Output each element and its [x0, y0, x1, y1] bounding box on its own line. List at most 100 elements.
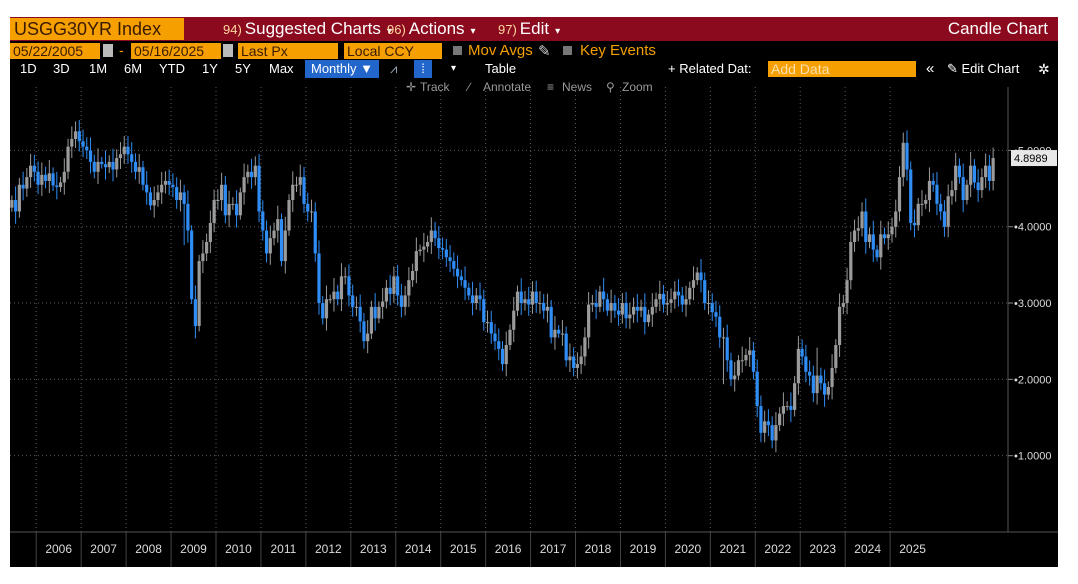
range-1m-button[interactable]: 1M — [89, 61, 108, 76]
candle-body — [957, 165, 962, 178]
pencil-icon[interactable]: ✎ — [538, 43, 551, 60]
news-icon[interactable]: ≡ — [547, 80, 555, 94]
candle-body — [489, 322, 493, 334]
y-tick-label: •4.0000 — [1014, 222, 1052, 234]
candle-body — [691, 280, 696, 288]
candle-body — [279, 219, 284, 262]
candle-body — [834, 345, 838, 368]
candle-body — [298, 177, 302, 185]
candle-body — [830, 367, 834, 387]
zoom-button[interactable]: Zoom — [622, 80, 653, 94]
edit-chart-button[interactable]: ✎ Edit Chart — [947, 61, 1020, 76]
candle-body — [216, 200, 220, 202]
candle-body — [429, 230, 433, 242]
candle-body — [455, 268, 460, 277]
candle-body — [733, 375, 737, 380]
candle-body — [220, 184, 224, 201]
crosshair-icon[interactable]: ✛ — [406, 80, 417, 94]
gear-icon[interactable]: ✲ — [1038, 61, 1050, 77]
start-date-field[interactable]: 05/22/2005 — [10, 43, 100, 59]
track-button[interactable]: Track — [420, 80, 450, 94]
x-tick-label: 2007 — [90, 542, 117, 556]
x-tick-label: 2006 — [45, 542, 72, 556]
candle-chart[interactable]: •1.0000•2.0000•3.0000•4.0000•5.000020062… — [10, 17, 1058, 567]
candle-body — [62, 171, 66, 183]
range-max-button[interactable]: Max — [269, 61, 294, 76]
x-tick-label: 2013 — [360, 542, 387, 556]
collapse-icon[interactable]: « — [926, 60, 935, 77]
candle-body — [613, 303, 617, 311]
candle-body — [778, 413, 782, 426]
candle-body — [875, 249, 879, 258]
candle-body — [763, 421, 767, 433]
candle-body — [467, 287, 471, 296]
candle-body — [568, 356, 572, 361]
edit-menu[interactable]: 97) Edit ▾ — [498, 17, 560, 41]
candle-body — [815, 375, 819, 394]
mov-avgs-label[interactable]: Mov Avgs — [468, 42, 533, 59]
range-1y-button[interactable]: 1Y — [202, 61, 218, 76]
candle-body — [66, 146, 70, 172]
related-data-button[interactable]: + Related Dat: — [668, 61, 752, 76]
candle-body — [103, 164, 108, 168]
candle-body — [890, 226, 894, 235]
actions-menu[interactable]: 96) Actions ▾ — [387, 17, 476, 41]
range-ytd-button[interactable]: YTD — [159, 61, 185, 76]
news-button[interactable]: News — [562, 80, 593, 94]
menu-number: 97) — [498, 22, 517, 37]
range-3d-button[interactable]: 3D — [53, 61, 70, 76]
candle-body — [163, 180, 168, 185]
line-chart-icon[interactable]: ⩘ — [390, 61, 398, 76]
range-6m-button[interactable]: 6M — [124, 61, 143, 76]
candle-body — [36, 171, 40, 185]
candle-body — [137, 167, 141, 172]
currency-select[interactable]: Local CCY — [344, 43, 442, 59]
candle-body — [485, 322, 490, 324]
range-5y-button[interactable]: 5Y — [235, 61, 251, 76]
candle-body — [572, 356, 576, 368]
candle-body — [811, 375, 815, 394]
candle-body — [646, 314, 651, 323]
candle-body — [849, 242, 853, 281]
suggested-charts-menu[interactable]: 94) Suggested Charts ▾ — [223, 17, 392, 41]
caret-down-icon[interactable]: ▾ — [451, 63, 457, 74]
candle-body — [85, 146, 89, 151]
x-tick-label: 2020 — [675, 542, 702, 556]
calendar-icon[interactable] — [223, 44, 233, 57]
ticker-field[interactable]: USGG30YR Index — [10, 18, 184, 40]
table-button[interactable]: Table — [485, 61, 517, 76]
candle-body — [976, 182, 980, 191]
candle-body — [351, 295, 355, 307]
candle-body — [624, 303, 628, 319]
candle-body — [40, 174, 44, 185]
magnifier-icon[interactable]: ⚲ — [606, 80, 615, 94]
price-field[interactable]: Last Px — [238, 43, 338, 59]
candle-chart-icon[interactable]: ⁞ — [414, 60, 432, 78]
range-1d-button[interactable]: 1D — [20, 61, 37, 76]
pen-icon[interactable]: ∕ — [468, 80, 471, 94]
calendar-icon[interactable] — [103, 44, 113, 57]
candle-body — [860, 211, 864, 229]
mov-avgs-checkbox[interactable] — [453, 46, 462, 55]
candle-body — [411, 271, 415, 281]
candle-body — [238, 192, 242, 216]
candle-body — [789, 406, 793, 410]
candle-body — [366, 333, 370, 342]
candle-body — [931, 180, 935, 185]
candle-body — [212, 200, 216, 223]
candle-body — [73, 131, 78, 139]
candle-body — [362, 321, 366, 342]
candle-body — [156, 192, 160, 201]
candle-body — [43, 174, 48, 181]
candle-body — [609, 303, 613, 311]
period-select[interactable]: Monthly ▼ — [305, 60, 379, 78]
candle-body — [826, 387, 830, 395]
key-events-label[interactable]: Key Events — [580, 42, 656, 59]
end-date-field[interactable]: 05/16/2025 — [131, 43, 221, 59]
candle-body — [437, 238, 441, 249]
candle-body — [276, 219, 280, 231]
add-data-input[interactable]: Add Data — [768, 61, 916, 77]
candle-body — [115, 158, 119, 170]
annotate-button[interactable]: Annotate — [483, 80, 532, 94]
key-events-checkbox[interactable] — [563, 46, 572, 55]
